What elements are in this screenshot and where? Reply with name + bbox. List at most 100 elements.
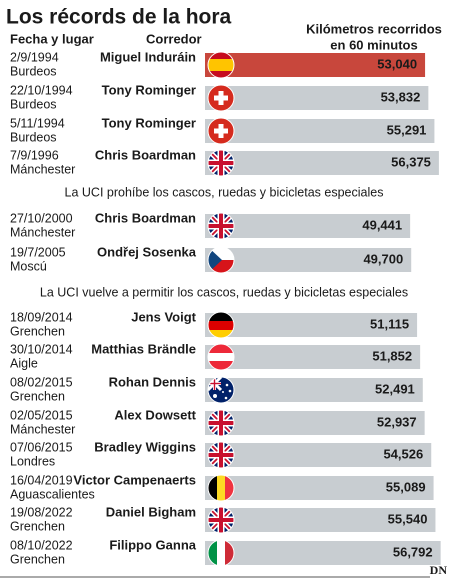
flag-part: [208, 247, 222, 273]
flag-part: [208, 312, 234, 321]
rider: Jens Voigt: [131, 309, 196, 324]
bar: [205, 345, 421, 369]
date: 19/7/2005: [10, 245, 66, 259]
flag-part: [222, 391, 224, 393]
rider: Matthias Brändle: [91, 341, 196, 356]
flag: [208, 442, 234, 468]
flag: [208, 85, 234, 111]
place: Mánchester: [10, 225, 75, 239]
flag: [208, 344, 234, 370]
flag-part: [217, 475, 225, 501]
flag-ring: [207, 376, 235, 404]
flag-part: [214, 95, 228, 101]
value-label: 56,375: [391, 154, 431, 169]
flag-ring: [207, 246, 235, 274]
flag: [208, 507, 234, 533]
flag-part: [208, 321, 234, 330]
value-label: 54,526: [383, 446, 423, 461]
date: 02/05/2015: [10, 408, 73, 422]
flag-part: [208, 353, 234, 361]
rider: Tony Rominger: [102, 115, 196, 130]
value-header: en 60 minutos: [330, 37, 417, 52]
bar: [205, 248, 412, 272]
flag-ring: [207, 84, 235, 112]
date: 16/04/2019: [10, 473, 73, 487]
place: Aigle: [10, 356, 38, 370]
flag-part: [208, 224, 234, 228]
date: 07/06/2015: [10, 440, 73, 454]
bar: [205, 541, 441, 565]
value-label: 51,115: [370, 316, 409, 331]
note: La UCI prohíbe los cascos, ruedas y bici…: [65, 185, 384, 199]
date: 30/10/2014: [10, 342, 73, 356]
bar: [205, 508, 436, 532]
flag-part: [208, 475, 217, 501]
rider: Ondřej Sosenka: [97, 244, 197, 259]
source-logo: DN: [430, 563, 448, 577]
date: 08/10/2022: [10, 538, 73, 552]
flag: [208, 118, 234, 144]
bar: [205, 119, 435, 143]
value-label: 55,540: [388, 511, 428, 526]
date: 5/11/1994: [10, 116, 65, 130]
value-label: 52,937: [377, 414, 417, 429]
bar: [205, 476, 434, 500]
flag-ring: [207, 441, 235, 469]
value-header: Kilómetros recorridos: [306, 21, 442, 36]
rider: Miguel Induráin: [100, 49, 196, 64]
flag-ring: [207, 343, 235, 371]
value-label: 56,792: [393, 544, 433, 559]
rider: Bradley Wiggins: [94, 439, 196, 454]
flag-ring: [207, 51, 235, 79]
date: 19/08/2022: [10, 505, 73, 519]
value-label: 55,291: [387, 122, 427, 137]
flag-part: [208, 59, 234, 71]
flag-ring: [207, 474, 235, 502]
rider: Rohan Dennis: [109, 374, 196, 389]
flag-part: [208, 453, 234, 457]
flag: [208, 150, 234, 176]
place: Burdeos: [10, 64, 57, 78]
date: 08/02/2015: [10, 375, 73, 389]
value-label: 51,852: [372, 348, 412, 363]
value-label: 53,040: [377, 56, 417, 71]
flag-part: [208, 421, 234, 425]
rider: Alex Dowsett: [114, 407, 196, 422]
date: 7/9/1996: [10, 148, 59, 162]
value-label: 52,491: [375, 381, 415, 396]
date-header: Fecha y lugar: [10, 31, 94, 46]
rider: Chris Boardman: [95, 210, 196, 225]
flag-part: [208, 330, 234, 338]
bar: [205, 378, 423, 402]
flag-ring: [207, 212, 235, 240]
flag-part: [225, 475, 234, 501]
bar: [205, 86, 429, 110]
rider: Tony Rominger: [102, 82, 196, 97]
flag: [208, 312, 234, 338]
flag-part: [208, 161, 234, 165]
bar: [205, 313, 418, 337]
rider-header: Corredor: [146, 31, 202, 46]
bar: [205, 411, 425, 435]
place: Mánchester: [10, 162, 75, 176]
place: Grenchen: [10, 552, 65, 566]
flag-ring: [207, 409, 235, 437]
flag-part: [213, 394, 217, 398]
flag: [208, 540, 234, 566]
flag-ring: [207, 311, 235, 339]
date: 2/9/1994: [10, 50, 59, 64]
flag-part: [208, 540, 217, 566]
place: Moscú: [10, 259, 47, 273]
chart-title: Los récords de la hora: [6, 6, 232, 29]
flag-ring: [207, 149, 235, 177]
note: La UCI vuelve a permitir los cascos, rue…: [40, 285, 408, 299]
bar: [205, 214, 411, 238]
date: 22/10/1994: [10, 83, 73, 97]
flag-ring: [207, 506, 235, 534]
flag-part: [208, 382, 221, 385]
flag-part: [214, 128, 228, 134]
date: 27/10/2000: [10, 211, 73, 225]
place: Burdeos: [10, 130, 57, 144]
value-label: 49,700: [363, 251, 403, 266]
